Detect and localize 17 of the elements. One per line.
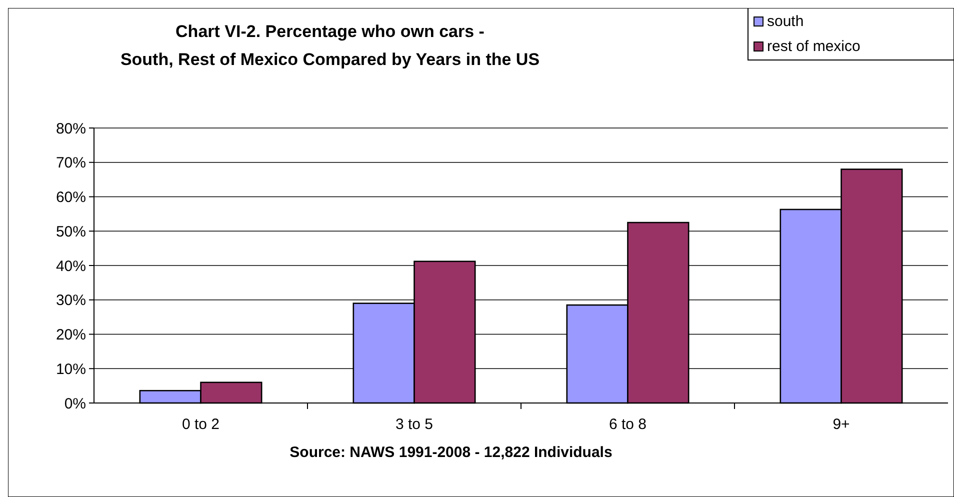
x-tick-label: 9+ bbox=[832, 416, 850, 433]
x-tick-label: 0 to 2 bbox=[182, 416, 220, 433]
source-note: Source: NAWS 1991-2008 - 12,822 Individuals bbox=[290, 444, 612, 461]
legend-label: rest of mexico bbox=[767, 38, 860, 55]
y-tick-label: 0% bbox=[64, 395, 86, 412]
y-tick-label: 60% bbox=[56, 189, 86, 206]
x-tick-label: 6 to 8 bbox=[608, 416, 647, 433]
y-tick-label: 80% bbox=[56, 120, 86, 138]
y-tick-label: 70% bbox=[56, 154, 86, 172]
y-tick-label: 20% bbox=[56, 326, 86, 344]
x-tick-label: 3 to 5 bbox=[395, 416, 434, 433]
y-tick-label: 30% bbox=[56, 292, 86, 310]
legend-label: south bbox=[767, 13, 804, 30]
y-tick-label: 10% bbox=[56, 360, 86, 378]
y-tick-label: 40% bbox=[56, 258, 86, 275]
y-tick-label: 50% bbox=[56, 223, 86, 240]
chart-title: Chart VI-2. Percentage who own cars - South, Rest of Mexico Compared by Years in the US bbox=[120, 22, 540, 69]
